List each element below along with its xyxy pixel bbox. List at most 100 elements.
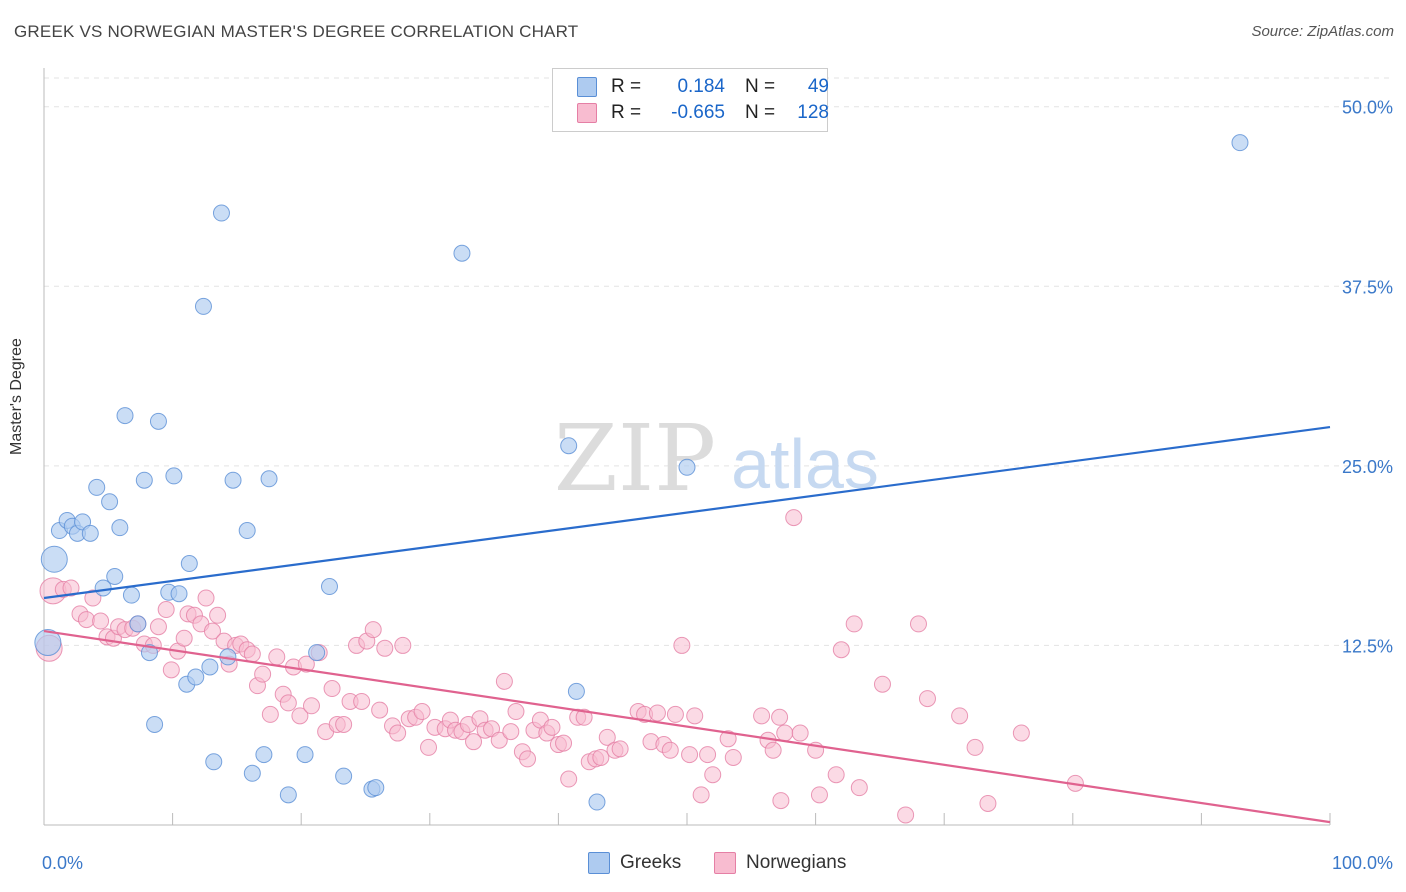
greek-point [101, 493, 119, 511]
norwegian-point [850, 779, 868, 797]
greek-point [106, 567, 124, 585]
greek-point [187, 668, 205, 686]
norwegian-point [302, 697, 320, 715]
norwegian-point [297, 655, 315, 673]
watermark-atlas: atlas [731, 425, 879, 503]
norwegians-n-label: N = [745, 102, 776, 123]
tick-labels: 12.5% 25.0% 37.5% 50.0% 0.0% 100.0% [42, 98, 1393, 873]
norwegian-point [699, 746, 717, 764]
norwegian-point [661, 741, 679, 759]
norwegians-swatch [577, 103, 597, 123]
legend-row-greeks: R = 0.184 N = 49 [577, 75, 829, 99]
greek-point [135, 471, 153, 489]
greek-point [243, 764, 261, 782]
greek-point [279, 786, 297, 804]
norwegian-point [353, 692, 371, 710]
norwegian-point [951, 707, 969, 725]
norwegian-point [371, 701, 389, 719]
norwegian-point [490, 731, 508, 749]
watermark: ZIP atlas [554, 405, 879, 512]
norwegian-point [771, 708, 789, 726]
norwegian-point [62, 579, 80, 597]
greek-point [367, 779, 385, 797]
greek-point [678, 458, 696, 476]
norwegian-point [785, 509, 803, 527]
greek-point [560, 437, 578, 455]
norwegian-point [560, 770, 578, 788]
norwegian-point [543, 718, 561, 736]
greeks-r-value: 0.184 [677, 76, 725, 97]
greek-point [94, 579, 112, 597]
norwegian-point [389, 724, 407, 742]
norwegian-point [364, 621, 382, 639]
norwegian-point [753, 707, 771, 725]
bottom-legend-norwegians: Norwegians [714, 852, 846, 874]
norwegian-point [681, 746, 699, 764]
norwegian-point [719, 730, 737, 748]
greeks-legend-swatch [588, 852, 610, 874]
grid-lines [44, 77, 1392, 646]
norwegian-point [465, 733, 483, 751]
greek-point [238, 522, 256, 540]
norwegian-point [897, 806, 915, 824]
greeks-trend-line [43, 425, 1331, 600]
norwegian-point [648, 704, 666, 722]
norwegian-point [507, 703, 525, 721]
greeks-swatch [577, 77, 597, 97]
greek-point [453, 244, 471, 262]
norwegian-point [254, 665, 272, 683]
norwegian-point [810, 786, 828, 804]
watermark-zip: ZIP [554, 405, 716, 512]
norwegian-point [268, 648, 286, 666]
greek-point [588, 793, 606, 811]
trend-lines [43, 425, 1331, 824]
correlation-legend: R = 0.184 N = 49 R = -0.665 N = 128 [552, 68, 829, 132]
norwegian-point [832, 641, 850, 659]
norwegian-point [592, 748, 610, 766]
greek-point [194, 297, 212, 315]
data-points [34, 134, 1249, 824]
greek-point [116, 407, 134, 425]
greek-point [149, 412, 167, 430]
norwegian-point [724, 748, 742, 766]
x-tick-label-max: 100.0% [1332, 853, 1393, 873]
greek-point [296, 746, 314, 764]
y-tick-label: 25.0% [1342, 457, 1393, 477]
greek-point [34, 629, 62, 657]
greek-point [320, 578, 338, 596]
norwegian-point [291, 707, 309, 725]
norwegian-point [394, 636, 412, 654]
y-axis-label: Master's Degree [8, 338, 25, 455]
greek-point [224, 471, 242, 489]
norwegian-point [686, 707, 704, 725]
norwegian-point [197, 589, 215, 607]
greeks-legend-label: Greeks [620, 852, 682, 873]
norwegian-point [243, 645, 261, 663]
norwegian-point [1012, 724, 1030, 742]
norwegian-point [149, 618, 167, 636]
chart-title: GREEK VS NORWEGIAN MASTER'S DEGREE CORRE… [14, 22, 579, 41]
norwegian-point [495, 672, 513, 690]
y-tick-label: 12.5% [1342, 636, 1393, 656]
norwegian-point [84, 589, 102, 607]
norwegian-point [555, 734, 573, 752]
greek-point [111, 519, 129, 537]
greek-point [205, 753, 223, 771]
norwegian-point [203, 622, 221, 640]
greek-point [567, 682, 585, 700]
source-credit: Source: ZipAtlas.com [1251, 23, 1394, 40]
greek-point [40, 545, 68, 573]
greeks-n-label: N = [745, 76, 776, 97]
norwegian-point [502, 723, 520, 741]
norwegian-point [873, 675, 891, 693]
norwegian-point [966, 738, 984, 756]
greek-point [140, 644, 158, 662]
norwegian-point [279, 694, 297, 712]
greek-point [308, 644, 326, 662]
greeks-r-label: R = [611, 76, 642, 97]
legend-row-norwegians: R = -0.665 N = 128 [577, 101, 829, 125]
greek-point [212, 204, 230, 222]
norwegian-point [77, 611, 95, 629]
bottom-legend-greeks: Greeks [588, 852, 681, 874]
norwegian-point [420, 738, 438, 756]
